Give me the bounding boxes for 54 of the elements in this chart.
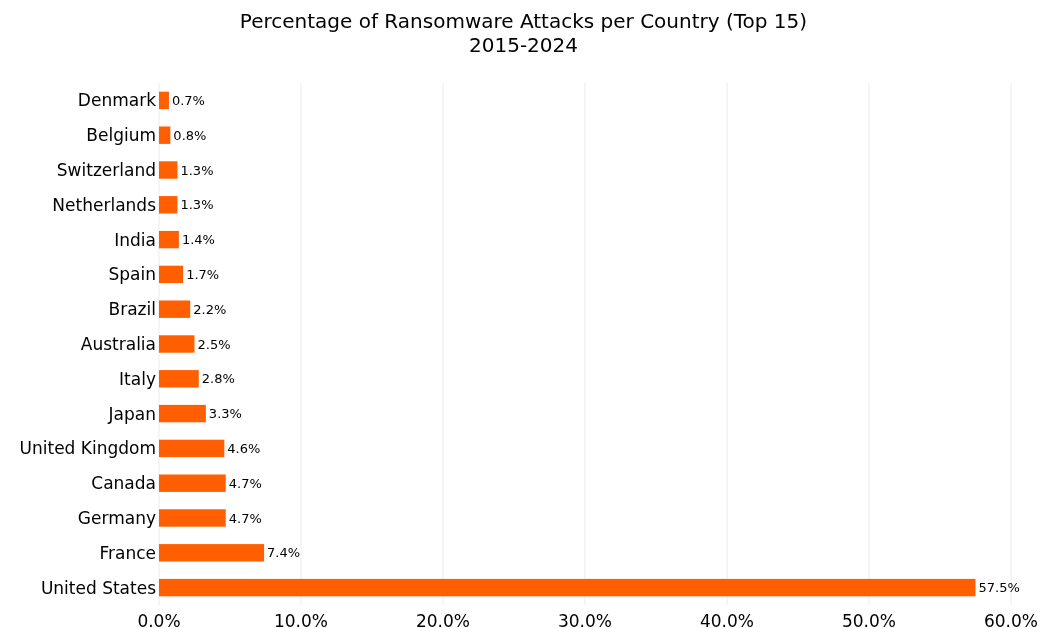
data-label: 4.7%: [228, 475, 262, 491]
y-tick-label: Spain: [108, 264, 156, 285]
bar: [159, 544, 265, 562]
data-label: 4.6%: [227, 440, 261, 456]
y-tick-label: United Kingdom: [19, 438, 156, 459]
chart-title: Percentage of Ransomware Attacks per Country (Top 15): [239, 9, 808, 33]
data-label: 1.7%: [186, 266, 220, 282]
x-tick-label: 30.0%: [557, 611, 613, 628]
bar: [159, 335, 195, 353]
y-tick-label: Germany: [77, 507, 156, 528]
data-label: 0.8%: [173, 127, 207, 143]
y-tick-label: Netherlands: [52, 194, 157, 215]
y-tick-label: France: [99, 542, 156, 563]
bar: [159, 196, 178, 214]
data-label: 3.3%: [208, 406, 242, 422]
bar: [159, 91, 169, 110]
data-label: 2.8%: [201, 371, 235, 387]
data-label: 1.3%: [180, 197, 214, 213]
bar: [159, 265, 184, 284]
y-tick-label: Canada: [91, 473, 156, 494]
y-tick-label: Australia: [80, 333, 156, 354]
data-label: 2.2%: [193, 301, 227, 317]
y-tick-label: Belgium: [86, 125, 156, 146]
bar: [159, 474, 226, 492]
bar: [159, 578, 976, 597]
data-label: 0.7%: [171, 92, 205, 108]
x-tick-label: 20.0%: [415, 611, 471, 628]
x-tick-label: 10.0%: [273, 611, 329, 628]
y-tick-label: Italy: [119, 368, 156, 389]
y-tick-label: Japan: [107, 403, 156, 424]
data-label: 1.4%: [181, 232, 215, 248]
bar: [159, 509, 226, 527]
bar: [159, 439, 225, 458]
y-tick-label: India: [114, 229, 156, 250]
bar: [159, 230, 179, 249]
bar: [159, 370, 199, 388]
data-label: 2.5%: [197, 336, 231, 352]
bar: [159, 300, 191, 318]
bar: [159, 126, 171, 144]
chart-subtitle: 2015-2024: [468, 33, 579, 57]
data-label: 57.5%: [978, 580, 1020, 596]
y-tick-label: United States: [40, 577, 157, 598]
y-tick-label: Denmark: [77, 90, 157, 111]
x-tick-label: 0.0%: [137, 611, 181, 628]
bar: [159, 161, 178, 179]
x-tick-label: 60.0%: [983, 611, 1039, 628]
data-label: 1.3%: [180, 162, 214, 178]
data-label: 4.7%: [228, 510, 262, 526]
x-tick-label: 40.0%: [699, 611, 755, 628]
bar: [159, 404, 206, 423]
y-tick-label: Switzerland: [56, 159, 156, 180]
y-tick-label: Brazil: [108, 299, 156, 320]
x-tick-label: 50.0%: [841, 611, 897, 628]
data-label: 7.4%: [267, 545, 301, 561]
